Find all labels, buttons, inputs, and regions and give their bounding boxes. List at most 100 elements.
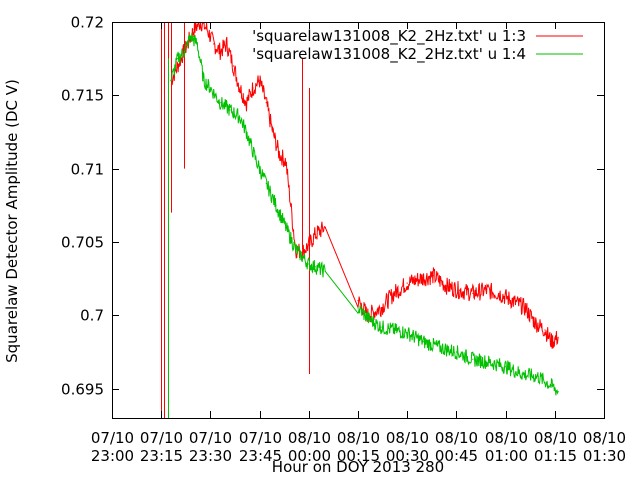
- data-point: [550, 385, 553, 387]
- data-point: [183, 50, 185, 52]
- series-line: [170, 22, 559, 349]
- data-point: [196, 43, 198, 45]
- axes: 0.6950.70.7050.710.7150.7207/1023:0007/1…: [61, 14, 626, 466]
- data-point: [295, 248, 297, 250]
- data-point: [301, 256, 303, 258]
- data-point: [472, 358, 474, 360]
- data-point: [406, 332, 408, 334]
- data-point: [537, 376, 540, 378]
- plot-frame: [112, 22, 605, 419]
- x-tick-label-time: 23:30: [189, 447, 232, 465]
- data-point: [272, 131, 274, 133]
- x-tick-label-time: 23:45: [239, 447, 282, 465]
- data-point: [380, 307, 382, 309]
- data-point: [455, 351, 457, 353]
- data-point: [459, 289, 461, 291]
- y-tick-label: 0.705: [61, 234, 104, 252]
- data-point: [265, 182, 267, 184]
- data-point: [193, 28, 195, 30]
- x-tick-label-date: 08/10: [485, 429, 528, 447]
- data-point: [557, 336, 559, 338]
- x-tick-label-time: 00:30: [386, 447, 429, 465]
- data-point: [521, 373, 523, 375]
- y-tick-label: 0.715: [61, 87, 104, 105]
- data-point: [524, 307, 526, 309]
- legend-label: 'squarelaw131008_K2_2Hz.txt' u 1:3: [252, 27, 526, 46]
- data-point: [226, 43, 228, 45]
- data-point: [406, 282, 408, 284]
- data-point: [209, 87, 211, 89]
- data-point: [245, 102, 248, 104]
- data-point: [488, 361, 490, 363]
- data-point: [190, 36, 192, 38]
- data-point: [229, 109, 231, 111]
- data-point: [239, 116, 241, 118]
- data-point: [314, 266, 316, 268]
- series-line: [170, 32, 559, 396]
- x-tick-label-date: 08/10: [337, 429, 380, 447]
- y-tick-label: 0.695: [61, 381, 104, 399]
- data-point: [367, 317, 369, 319]
- data-point: [357, 300, 359, 302]
- data-point: [301, 251, 303, 253]
- data-point: [314, 234, 316, 236]
- x-tick-label-date: 08/10: [288, 429, 331, 447]
- data-point: [219, 50, 221, 52]
- x-tick-label-date: 08/10: [386, 429, 429, 447]
- data-point: [275, 204, 277, 206]
- x-tick-label-time: 23:00: [91, 447, 134, 465]
- x-tick-label-date: 08/10: [435, 429, 478, 447]
- data-point: [393, 329, 395, 331]
- data-point: [511, 300, 513, 302]
- data-point: [505, 366, 507, 368]
- data-point: [446, 285, 448, 287]
- x-tick-label-date: 08/10: [534, 429, 577, 447]
- series-1: [161, 22, 559, 418]
- data-point: [170, 80, 172, 82]
- data-point: [285, 160, 287, 162]
- x-tick-label-date: 07/10: [140, 429, 183, 447]
- data-point: [393, 292, 395, 294]
- y-tick-label: 0.7: [80, 307, 104, 325]
- y-axis-label: Squarelaw Detector Amplitude (DC V): [3, 79, 21, 363]
- data-point: [380, 326, 382, 328]
- data-point: [213, 43, 215, 45]
- x-tick-label-time: 00:45: [435, 447, 478, 465]
- x-axis-label: Hour on DOY 2013 280: [272, 458, 444, 476]
- x-tick-label-date: 07/10: [239, 429, 282, 447]
- data-point: [252, 87, 254, 89]
- data-point: [278, 153, 280, 155]
- x-tick-label-time: 01:00: [485, 447, 528, 465]
- x-tick-label-time: 00:00: [288, 447, 331, 465]
- data-point: [255, 160, 257, 162]
- y-tick-label: 0.71: [71, 161, 104, 179]
- data-point: [219, 102, 221, 104]
- data-point: [239, 87, 241, 89]
- data-point: [232, 65, 234, 67]
- data-point: [285, 226, 287, 228]
- data-point: [357, 307, 359, 309]
- data-point: [550, 341, 553, 343]
- data-point: [439, 347, 441, 349]
- data-point: [419, 278, 421, 280]
- series-2: [168, 32, 559, 418]
- x-tick-label-time: 23:15: [140, 447, 183, 465]
- data-point: [265, 102, 267, 104]
- data-point: [472, 292, 474, 294]
- data-point: [557, 391, 559, 393]
- x-tick-label-time: 01:30: [583, 447, 626, 465]
- data-point: [534, 322, 536, 324]
- data-point: [324, 226, 326, 228]
- data-point: [423, 341, 425, 343]
- legend: 'squarelaw131008_K2_2Hz.txt' u 1:3'squar…: [252, 27, 583, 64]
- x-tick-label-date: 07/10: [91, 429, 134, 447]
- data-point: [485, 289, 487, 291]
- x-tick-label-time: 00:15: [337, 447, 380, 465]
- data-point: [203, 80, 205, 82]
- data-point: [324, 270, 326, 272]
- data-point: [308, 263, 310, 265]
- x-tick-label-date: 08/10: [583, 429, 626, 447]
- data-point: [544, 329, 546, 331]
- data-point: [498, 292, 500, 294]
